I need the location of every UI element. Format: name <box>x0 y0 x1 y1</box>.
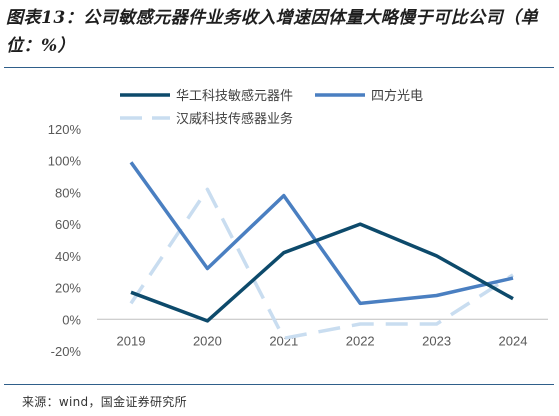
x-tick-label: 2019 <box>117 333 146 348</box>
y-tick-label: 0% <box>62 312 81 327</box>
source-note: 来源：wind，国金证券研究所 <box>22 395 187 409</box>
series-line-2 <box>129 187 514 341</box>
x-tick-label: 2022 <box>346 333 375 348</box>
y-tick-label: 100% <box>48 154 82 169</box>
top-rule <box>4 67 554 68</box>
x-tick-label: 2020 <box>193 333 222 348</box>
series-line-0 <box>130 222 514 323</box>
y-tick-label: 80% <box>55 185 81 200</box>
legend-label: 汉威科技传感器业务 <box>176 111 293 127</box>
x-axis: 2019 2020 2021 2022 2023 2024 <box>97 318 548 348</box>
y-tick-label: 120% <box>48 122 82 137</box>
y-tick-label: -20% <box>51 344 82 359</box>
y-tick-label: 60% <box>55 217 81 232</box>
x-tick-label: 2024 <box>499 333 528 348</box>
series-line-1 <box>129 161 514 306</box>
y-axis: -20% 0% 20% 40% 60% 80% 100% 120% <box>48 122 82 359</box>
y-tick-label: 20% <box>55 281 81 296</box>
x-tick-label: 2023 <box>422 333 451 348</box>
series-layer <box>129 161 514 341</box>
legend-label: 四方光电 <box>371 88 423 104</box>
figure-title: 图表13：公司敏感元器件业务收入增速因体量大略慢于可比公司（单位：%） <box>6 8 539 56</box>
y-tick-label: 40% <box>55 249 81 264</box>
bottom-rule <box>4 384 554 385</box>
legend-label: 华工科技敏感元器件 <box>176 88 293 104</box>
